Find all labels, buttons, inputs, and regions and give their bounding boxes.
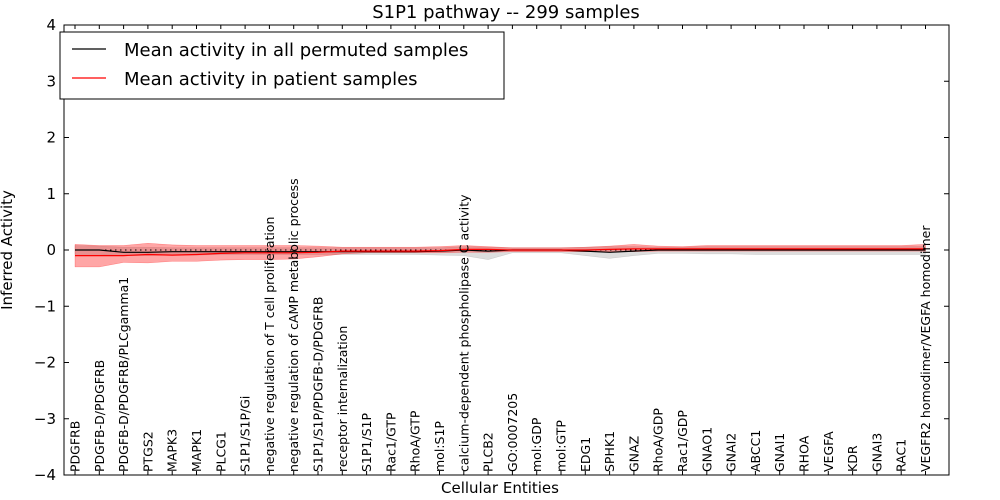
x-tick-label: mol:S1P [432,421,447,472]
y-tick-label: 0 [46,241,56,259]
x-tick-label: S1P1/S1P/Gi [238,396,253,472]
series-line-0 [75,249,926,253]
y-tick-label: −2 [34,354,56,372]
x-tick-label: negative regulation of T cell proliferat… [262,217,277,472]
y-tick-label: 3 [46,72,56,90]
y-tick-label: 4 [46,16,56,34]
x-tick-label: PLCG1 [213,431,228,472]
y-axis-label: Inferred Activity [0,190,16,310]
x-tick-label: PDGFB-D/PDGFRB [92,360,107,472]
legend: Mean activity in all permuted samples Me… [59,31,505,100]
x-tick-label: PDGFB-D/PDGFRB/PLCgamma1 [116,277,131,472]
x-tick-label: GNAI2 [724,433,739,472]
x-tick-label: VEGFR2 homodimer/VEGFA homodimer [918,225,933,472]
y-tick-label: 2 [46,129,56,147]
x-tick-label: mol:GTP [554,420,569,472]
x-tick-label: PTGS2 [140,431,155,472]
y-axis: −4 −3 −2 −1 0 1 2 3 4 [34,16,949,484]
chart-title: S1P1 pathway -- 299 samples [372,2,640,23]
x-tick-label: Rac1/GTP [383,412,398,472]
x-tick-label: PLCB2 [481,432,496,472]
x-tick-label: GO:0007205 [505,393,520,472]
x-axis-label: Cellular Entities [441,479,559,497]
y-tick-label: −4 [34,466,56,484]
x-tick-label: EDG1 [578,437,593,472]
legend-label-patient: Mean activity in patient samples [124,69,418,90]
x-tick-label: PDGFRB [68,421,83,472]
x-tick-label: KDR [845,445,860,472]
x-tick-label: GNAO1 [699,427,714,472]
x-tick-label: VEGFA [821,431,836,472]
x-tick-label: GNAZ [626,436,641,472]
y-tick-label: 1 [46,185,56,203]
x-tick-label: RAC1 [894,439,909,472]
legend-label-permuted: Mean activity in all permuted samples [124,40,468,61]
series-lines [75,248,926,257]
x-tick-label: Rac1/GDP [675,410,690,472]
x-tick-label: S1P1/S1P/PDGFB-D/PDGFRB [311,297,326,473]
x-tick-label: MAPK1 [189,429,204,472]
x-tick-label: SPHK1 [602,431,617,472]
x-tick-label: RhoA/GDP [651,408,666,472]
x-tick-label: calcium-dependent phospholipase C activi… [456,194,471,472]
x-tick-label: GNAI3 [869,433,884,472]
x-tick-label: RHOA [797,435,812,472]
series-line-1 [75,248,926,257]
x-tick-label: RhoA/GTP [408,410,423,472]
x-tick-label: mol:GDP [529,417,544,472]
x-tick-label: GNAI1 [772,433,787,472]
x-tick-label: MAPK3 [165,429,180,472]
legend-box [59,31,505,100]
y-tick-label: −1 [34,297,56,315]
x-tick-label: receptor internalization [335,326,350,472]
x-tick-label: ABCC1 [748,430,763,472]
x-tick-label: negative regulation of cAMP metabolic pr… [286,178,301,472]
x-tick-label: S1P1/S1P [359,413,374,472]
y-tick-label: −3 [34,410,56,428]
x-axis: PDGFRB PDGFB-D/PDGFRB PDGFB-D/PDGFRB/PLCga… [68,25,933,475]
